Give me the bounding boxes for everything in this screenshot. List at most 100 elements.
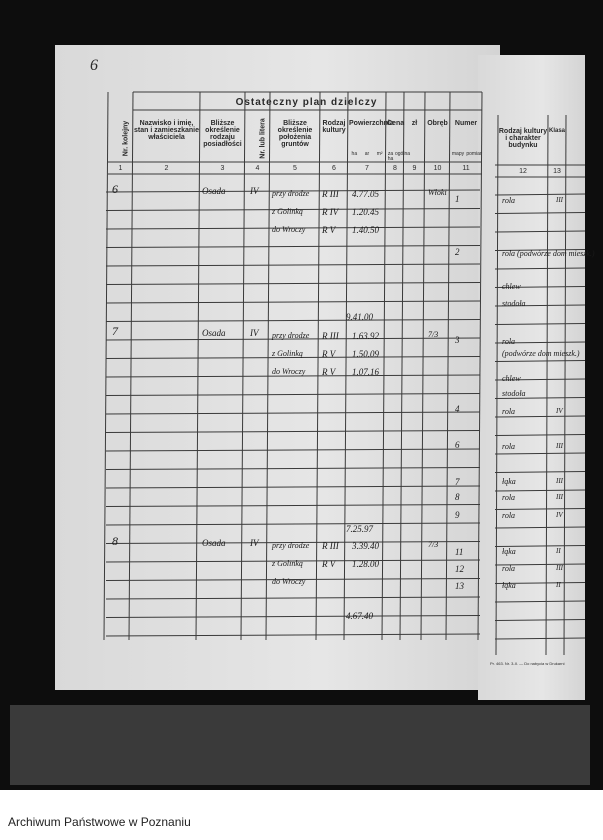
column-number: 9 (412, 165, 417, 172)
row-rule (105, 208, 481, 211)
column-header: Bliższe określenie położenia gruntów (277, 120, 313, 148)
column-number: 13 (553, 168, 561, 175)
row-rule (105, 374, 481, 378)
column-header: zł (411, 120, 418, 127)
column-header: Bliższe określenie rodzaju posiadłości (203, 120, 242, 148)
column-header: Klasa (548, 128, 565, 134)
class: II (556, 581, 561, 589)
column-rule (103, 91, 109, 641)
location: przy drodze (272, 331, 310, 340)
culture: (podwórze dom mieszk.) (502, 349, 580, 358)
column-number: 12 (519, 168, 527, 175)
culture: R III (322, 189, 339, 199)
district: 7/3 (428, 330, 439, 339)
column-number: 1 (118, 165, 123, 172)
row-rule (494, 452, 586, 455)
row-rule (105, 319, 481, 322)
row-rule (494, 286, 586, 288)
culture: rola (podwórze dom mieszk.) (502, 249, 595, 258)
row-rule (105, 263, 481, 267)
location: do Wroczy (272, 225, 306, 234)
letter: IV (250, 186, 259, 196)
column-subheader: ha (351, 151, 358, 157)
column-rule (240, 91, 246, 641)
column-number: 7 (365, 165, 369, 172)
row-rule (105, 448, 481, 452)
class: III (556, 564, 563, 572)
column-number: 5 (293, 165, 297, 172)
row-rule (105, 189, 481, 193)
map-number: 7 (455, 477, 460, 487)
column-number: 8 (393, 165, 397, 172)
total-area: 9.41.00 (346, 312, 373, 322)
culture: R V (322, 225, 336, 235)
scanner-bed (10, 705, 590, 785)
row-rule (105, 633, 481, 637)
culture: rola (502, 493, 516, 502)
holding: Osada (202, 538, 226, 548)
row-rule (494, 341, 586, 344)
map-number: 1 (455, 194, 460, 204)
area: 1.40.50 (352, 225, 379, 235)
row-rule (494, 471, 586, 473)
area: 1.20.45 (352, 207, 379, 217)
row-rule (105, 578, 481, 581)
row-rule (494, 637, 586, 640)
entry-number: 8 (112, 534, 118, 548)
row-rule (494, 415, 586, 418)
column-rule (399, 91, 405, 641)
column-rule (195, 91, 201, 641)
culture: R V (322, 367, 336, 377)
row-rule (105, 467, 481, 470)
column-header: Obręb (427, 120, 448, 127)
row-rule (494, 193, 586, 196)
location: przy drodze (272, 541, 310, 550)
row-rule (105, 356, 481, 359)
culture: łąka (502, 581, 516, 590)
class: IV (556, 407, 563, 415)
row-rule (105, 245, 481, 248)
culture: stodoła (502, 389, 526, 398)
column-rule (495, 114, 499, 656)
culture: rola (502, 442, 516, 451)
location: z Golinką (272, 207, 303, 216)
map-number: 8 (455, 492, 460, 502)
column-header: Cena (387, 120, 405, 127)
column-subheader: ar (364, 151, 370, 157)
area: 4.77.05 (352, 189, 379, 199)
row-rule (494, 526, 586, 529)
column-subheader: pomiar (466, 151, 482, 157)
column-rule (128, 91, 134, 641)
column-number: 4 (255, 165, 260, 172)
row-rule (494, 600, 586, 603)
class: III (556, 477, 563, 485)
total-area: 7.25.97 (346, 524, 373, 534)
culture: chlew (502, 374, 521, 383)
row-rule (494, 434, 586, 436)
column-number: 10 (433, 165, 442, 172)
holding: Osada (202, 328, 226, 338)
class: III (556, 493, 563, 501)
column-header: Numer (454, 120, 478, 127)
column-header: Nr. lub litera (259, 118, 266, 159)
holding: Osada (202, 186, 226, 196)
row-rule (494, 360, 586, 362)
page-number: 6 (90, 57, 98, 74)
row-rule (105, 559, 481, 563)
column-rule (545, 114, 549, 656)
column-rule (265, 91, 271, 641)
row-rule (494, 397, 586, 399)
column-rule (445, 91, 451, 641)
column-rule (477, 91, 483, 641)
map-number: 11 (455, 547, 464, 557)
culture: łąka (502, 477, 516, 486)
culture: rola (502, 407, 516, 416)
area: 1.07.16 (352, 367, 379, 377)
area: 1.28.00 (352, 559, 379, 569)
row-rule (494, 582, 586, 584)
location: z Golinką (272, 559, 303, 568)
imprint: Pr. 463. Nr. 3-II. — Do nabycia w Drukar… (490, 661, 565, 666)
letter: IV (250, 538, 259, 548)
row-rule (105, 226, 481, 230)
column-header: Rodzaj kultury i charakter budynku (498, 128, 548, 149)
